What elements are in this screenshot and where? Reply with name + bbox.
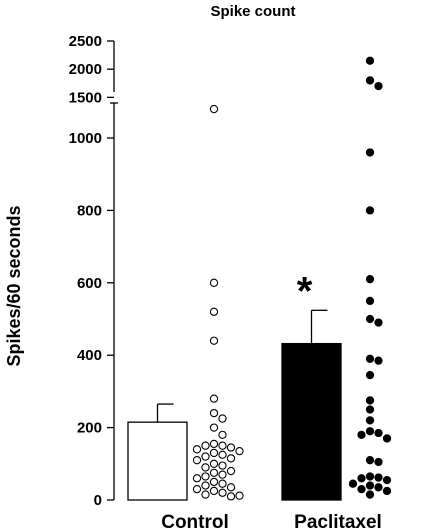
point-paclitaxel-6 [365,296,375,306]
point-control-21 [218,461,227,470]
point-control-34 [218,488,227,497]
point-control-11 [201,441,210,450]
point-control-0 [209,104,219,114]
point-paclitaxel-18 [382,434,392,443]
point-control-29 [218,479,227,488]
point-control-25 [218,470,227,479]
point-paclitaxel-0 [365,56,375,65]
y-tick-1500-label: 1500 [69,89,102,106]
point-control-2 [209,307,219,316]
point-paclitaxel-1 [365,76,375,85]
bar-control [127,421,188,501]
point-control-27 [192,474,202,483]
point-paclitaxel-9 [365,354,375,363]
point-control-7 [209,423,219,432]
point-control-26 [201,472,210,481]
point-control-3 [209,336,219,345]
point-control-24 [209,468,219,477]
point-paclitaxel-21 [365,472,375,481]
point-control-14 [235,446,244,456]
point-paclitaxel-25 [348,479,358,488]
point-paclitaxel-16 [374,428,383,438]
point-control-36 [235,491,244,500]
point-paclitaxel-4 [365,206,375,215]
point-paclitaxel-7 [365,314,375,324]
x-axis-labels: Control Paclitaxel [161,512,382,532]
point-paclitaxel-27 [374,483,383,492]
point-control-33 [209,486,219,496]
point-paclitaxel-29 [382,486,392,496]
point-control-23 [226,466,236,476]
bar-paclitaxel [281,342,342,501]
point-control-30 [201,481,210,490]
y-axis: 0 200 400 600 800 1000 1500 2000 2500 [69,33,118,509]
point-control-35 [201,490,210,499]
point-paclitaxel-5 [365,275,375,284]
y-axis-label: Spikes/60 seconds [4,205,24,366]
point-paclitaxel-19 [365,456,375,465]
x-label-paclitaxel: Paclitaxel [294,512,382,532]
point-paclitaxel-24 [382,475,392,485]
point-paclitaxel-12 [365,396,375,405]
point-control-20 [209,459,219,468]
point-control-17 [201,452,210,461]
point-paclitaxel-28 [357,484,366,494]
point-control-18 [226,454,236,463]
point-paclitaxel-3 [365,148,375,157]
y-tick-0-label: 0 [94,492,102,509]
point-paclitaxel-23 [357,474,366,483]
bars-group: * [127,269,342,501]
point-paclitaxel-17 [357,430,366,439]
y-tick-600-label: 600 [77,275,102,292]
point-control-5 [209,408,219,418]
point-paclitaxel-8 [374,318,383,327]
point-control-13 [192,445,202,454]
x-label-control: Control [161,512,229,532]
point-control-8 [218,430,227,439]
point-control-10 [218,441,227,450]
point-paclitaxel-15 [365,427,375,436]
y-tick-800-label: 800 [77,202,102,219]
point-paclitaxel-20 [374,457,383,467]
point-control-37 [226,492,236,501]
point-paclitaxel-10 [374,356,383,365]
point-paclitaxel-26 [365,481,375,490]
point-paclitaxel-30 [365,490,375,499]
point-paclitaxel-13 [365,405,375,414]
point-control-12 [226,443,236,452]
chart-title: Spike count [210,3,295,20]
point-paclitaxel-2 [374,81,383,91]
point-paclitaxel-22 [374,473,383,482]
data-points-group [192,56,392,501]
point-paclitaxel-11 [365,370,375,380]
point-control-22 [201,463,210,472]
point-control-19 [192,456,202,465]
significance-star: * [297,269,313,313]
y-tick-2500-label: 2500 [69,33,102,50]
point-control-6 [218,414,227,423]
point-control-16 [218,450,227,459]
point-paclitaxel-14 [365,416,375,425]
y-tick-2000-label: 2000 [69,61,102,78]
point-control-4 [209,394,219,403]
point-control-15 [209,448,219,458]
point-control-9 [209,439,219,449]
point-control-1 [209,278,219,287]
point-control-28 [209,477,219,487]
y-tick-200-label: 200 [77,420,102,437]
y-tick-1000-label: 1000 [69,130,102,147]
y-tick-400-label: 400 [77,347,102,364]
point-control-31 [226,483,236,492]
point-control-32 [192,484,202,494]
